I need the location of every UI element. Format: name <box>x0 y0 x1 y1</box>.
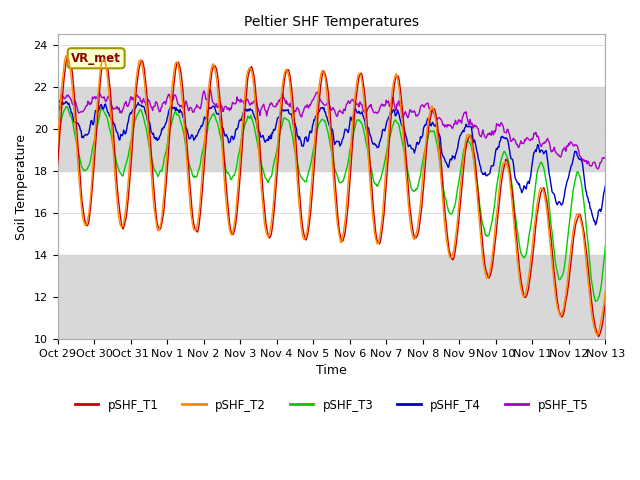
Title: Peltier SHF Temperatures: Peltier SHF Temperatures <box>244 15 419 29</box>
pSHF_T1 <box>377 236 385 242</box>
pSHF_T1 <box>54 163 61 168</box>
pSHF_T3 <box>324 128 332 134</box>
pSHF_T2 <box>54 141 61 147</box>
pSHF_T5 <box>377 103 385 108</box>
pSHF_T2 <box>62 53 70 59</box>
pSHF_T3 <box>552 263 560 268</box>
Line: pSHF_T4: pSHF_T4 <box>58 101 605 225</box>
pSHF_T5 <box>594 166 602 172</box>
pSHF_T4 <box>198 123 206 129</box>
pSHF_T2 <box>593 333 601 338</box>
pSHF_T1 <box>602 300 609 305</box>
Bar <box>58 255 605 339</box>
pSHF_T1 <box>175 60 182 65</box>
pSHF_T1 <box>552 285 560 290</box>
pSHF_T3 <box>54 137 61 143</box>
pSHF_T3 <box>377 176 385 181</box>
pSHF_T2 <box>431 113 439 119</box>
pSHF_T4 <box>54 114 61 120</box>
pSHF_T5 <box>174 100 182 106</box>
pSHF_T2 <box>377 226 385 232</box>
pSHF_T4 <box>591 222 599 228</box>
pSHF_T2 <box>552 297 560 302</box>
pSHF_T5 <box>324 100 332 106</box>
Text: VR_met: VR_met <box>71 52 121 65</box>
pSHF_T1 <box>324 85 332 91</box>
pSHF_T3 <box>591 299 599 304</box>
pSHF_T5 <box>602 156 609 161</box>
pSHF_T4 <box>431 123 439 129</box>
pSHF_T4 <box>377 135 385 141</box>
pSHF_T4 <box>552 199 560 204</box>
X-axis label: Time: Time <box>316 364 347 377</box>
pSHF_T2 <box>175 64 182 70</box>
Line: pSHF_T1: pSHF_T1 <box>58 56 605 336</box>
Y-axis label: Soil Temperature: Soil Temperature <box>15 134 28 240</box>
pSHF_T4 <box>602 182 609 188</box>
pSHF_T5 <box>54 97 61 103</box>
pSHF_T3 <box>431 132 439 138</box>
Line: pSHF_T2: pSHF_T2 <box>58 56 605 336</box>
Line: pSHF_T3: pSHF_T3 <box>58 107 605 301</box>
pSHF_T2 <box>602 288 609 294</box>
pSHF_T5 <box>198 101 205 107</box>
pSHF_T5 <box>431 113 439 119</box>
pSHF_T4 <box>62 98 70 104</box>
pSHF_T3 <box>602 242 609 248</box>
pSHF_T1 <box>198 191 206 196</box>
pSHF_T4 <box>175 108 182 114</box>
pSHF_T3 <box>62 104 70 109</box>
pSHF_T1 <box>65 53 73 59</box>
pSHF_T1 <box>431 107 439 113</box>
pSHF_T5 <box>206 86 214 92</box>
pSHF_T4 <box>324 118 332 123</box>
Line: pSHF_T5: pSHF_T5 <box>58 89 605 169</box>
Legend: pSHF_T1, pSHF_T2, pSHF_T3, pSHF_T4, pSHF_T5: pSHF_T1, pSHF_T2, pSHF_T3, pSHF_T4, pSHF… <box>70 394 593 416</box>
pSHF_T2 <box>324 99 332 105</box>
pSHF_T2 <box>198 173 206 179</box>
pSHF_T3 <box>175 112 182 118</box>
pSHF_T1 <box>595 334 602 339</box>
Bar <box>58 87 605 171</box>
pSHF_T5 <box>552 149 560 155</box>
pSHF_T3 <box>198 150 206 156</box>
